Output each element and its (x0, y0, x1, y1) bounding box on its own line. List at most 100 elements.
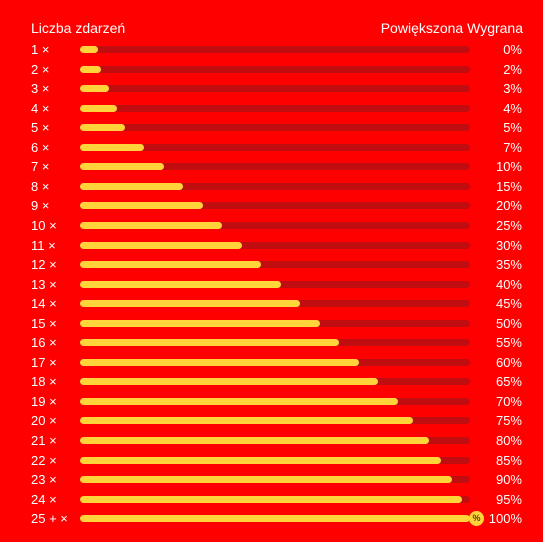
increased-win-percent: 20% (495, 198, 522, 214)
progress-track (80, 241, 470, 249)
event-count-label: 8 × (31, 178, 50, 194)
progress-track (80, 65, 470, 73)
progress-track (80, 104, 470, 112)
table-row: 25 + ×% 100% (0, 509, 543, 528)
progress-fill (80, 221, 223, 229)
progress-track (80, 280, 470, 288)
increased-win-percent: 70% (495, 393, 522, 409)
progress-track (80, 124, 470, 132)
table-row: 15 × 50% (0, 314, 543, 333)
progress-track (80, 202, 470, 210)
table-row: 13 × 40% (0, 275, 543, 294)
table-row: 5 × 5% (0, 118, 543, 137)
table-row: 14 × 45% (0, 294, 543, 313)
progress-fill (80, 241, 242, 249)
increased-win-percent: 10% (495, 159, 522, 175)
increased-win-percent: 3% (503, 81, 522, 97)
event-count-label: 24 × (31, 491, 57, 507)
event-count-label: 16 × (31, 335, 57, 351)
table-row: 16 × 55% (0, 333, 543, 352)
increased-win-percent: 40% (495, 276, 522, 292)
table-row: 4 × 4% (0, 99, 543, 118)
increased-win-percent: 5% (503, 120, 522, 136)
progress-track (80, 339, 470, 347)
event-count-label: 21 × (31, 433, 57, 448)
progress-track (80, 358, 470, 366)
progress-fill (80, 280, 281, 288)
event-count-label: 11 × (31, 237, 56, 253)
progress-fill (80, 65, 102, 73)
event-count-label: 14 × (31, 296, 57, 312)
event-count-label: 25 + × (31, 511, 68, 527)
event-count-label: 7 × (31, 159, 50, 175)
progress-fill (80, 476, 453, 484)
table-row: 17 × 60% (0, 353, 543, 372)
progress-fill (80, 124, 125, 132)
progress-fill (80, 378, 379, 386)
table-row: 6 × 7% (0, 138, 543, 157)
table-row: 24 × 95% (0, 490, 543, 509)
progress-fill (80, 495, 463, 503)
increased-win-percent: 60% (495, 354, 522, 370)
progress-fill (80, 46, 98, 53)
increased-win-percent: 2% (503, 61, 522, 77)
increased-win-percent: 4% (503, 100, 522, 116)
table-row: 19 × 70% (0, 392, 543, 411)
progress-track (80, 476, 470, 484)
event-count-label: 17 × (31, 354, 57, 370)
event-count-label: 5 × (31, 120, 50, 136)
progress-track (80, 417, 470, 425)
increased-win-percent: 85% (495, 452, 522, 468)
event-count-label: 13 × (31, 276, 57, 292)
progress-fill (80, 143, 145, 151)
progress-fill (80, 85, 110, 93)
increased-win-percent: 0% (503, 42, 522, 57)
progress-track (80, 378, 470, 386)
table-row: 23 × 90% (0, 470, 543, 489)
increased-win-percent: 45% (495, 296, 522, 312)
progress-track (80, 515, 470, 523)
progress-fill (80, 417, 414, 425)
progress-track (80, 319, 470, 327)
increased-win-percent: 25% (495, 217, 522, 233)
progress-fill (80, 319, 320, 327)
table-row: 9 × 20% (0, 196, 543, 215)
table-row: 10 × 25% (0, 216, 543, 235)
table-row: 7 × 10% (0, 157, 543, 176)
increased-win-percent: 55% (495, 335, 522, 351)
event-count-label: 3 × (31, 81, 50, 97)
table-row: 18 × 65% (0, 372, 543, 391)
header-event-count: Liczba zdarzeń (31, 20, 126, 36)
table-row: 21 × 80% (0, 431, 543, 450)
increased-win-percent: 35% (495, 257, 522, 273)
table-row: 22 × 85% (0, 451, 543, 470)
progress-fill (80, 397, 398, 405)
progress-track (80, 495, 470, 503)
increased-win-percent: 90% (495, 472, 522, 488)
event-count-label: 6 × (31, 139, 50, 155)
progress-track (80, 46, 470, 53)
increased-win-percent: 30% (495, 237, 522, 253)
increased-win-percent: 95% (495, 491, 522, 507)
progress-fill (80, 358, 359, 366)
percent-badge-icon: % (469, 511, 484, 527)
event-count-label: 10 × (31, 217, 57, 233)
progress-fill (80, 261, 262, 269)
event-count-label: 18 × (31, 374, 57, 390)
progress-track (80, 397, 470, 405)
increased-win-percent: 75% (495, 413, 522, 429)
event-count-label: 2 × (31, 61, 50, 77)
progress-fill (80, 339, 340, 347)
event-count-label: 4 × (31, 100, 50, 116)
table-row: 1 × 0% (0, 40, 543, 59)
increased-win-percent: 15% (495, 178, 522, 194)
event-count-label: 22 × (31, 452, 57, 468)
progress-track (80, 143, 470, 151)
progress-fill (80, 515, 470, 523)
increased-win-percent: 50% (495, 315, 522, 331)
progress-fill (80, 202, 203, 210)
table-row: 3 × 3% (0, 79, 543, 98)
progress-track (80, 261, 470, 269)
table-row: 8 × 15% (0, 177, 543, 196)
